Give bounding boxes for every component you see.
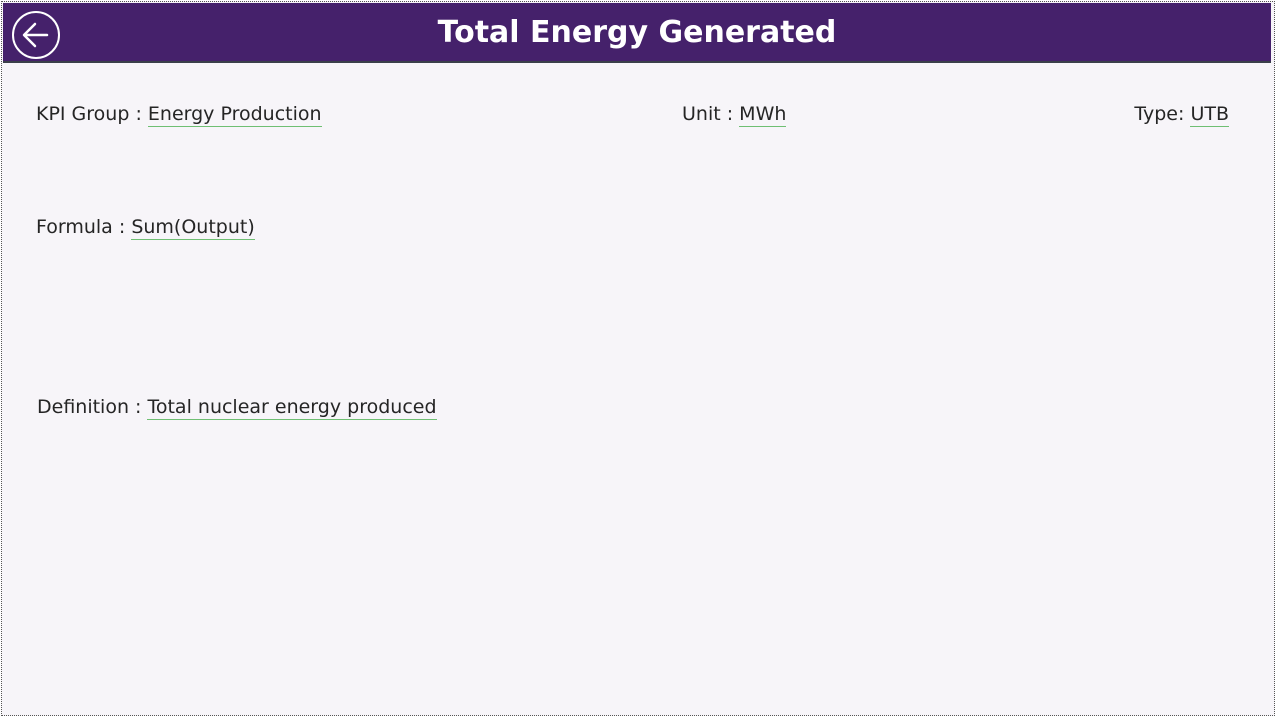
formula-value: Sum(Output) bbox=[131, 216, 255, 240]
back-button[interactable] bbox=[12, 11, 60, 59]
definition-value: Total nuclear energy produced bbox=[147, 396, 437, 420]
formula-field: Formula : Sum(Output) bbox=[36, 216, 255, 240]
formula-label: Formula : bbox=[36, 216, 132, 238]
header-bar: Total Energy Generated bbox=[3, 3, 1271, 63]
page-title: Total Energy Generated bbox=[437, 15, 837, 50]
kpi-group-value: Energy Production bbox=[147, 103, 322, 127]
type-field: Type: UTB bbox=[1134, 103, 1229, 127]
unit-value: MWh bbox=[739, 103, 787, 127]
kpi-group-label: KPI Group : bbox=[36, 103, 148, 125]
definition-label: Definition : bbox=[37, 396, 148, 418]
type-label: Type: bbox=[1134, 103, 1191, 125]
unit-label: Unit : bbox=[682, 103, 740, 125]
definition-field: Definition : Total nuclear energy produc… bbox=[37, 396, 437, 420]
type-value: UTB bbox=[1190, 103, 1229, 127]
arrow-left-icon bbox=[22, 22, 49, 48]
unit-field: Unit : MWh bbox=[682, 103, 787, 127]
kpi-group-field: KPI Group : Energy Production bbox=[36, 103, 322, 127]
